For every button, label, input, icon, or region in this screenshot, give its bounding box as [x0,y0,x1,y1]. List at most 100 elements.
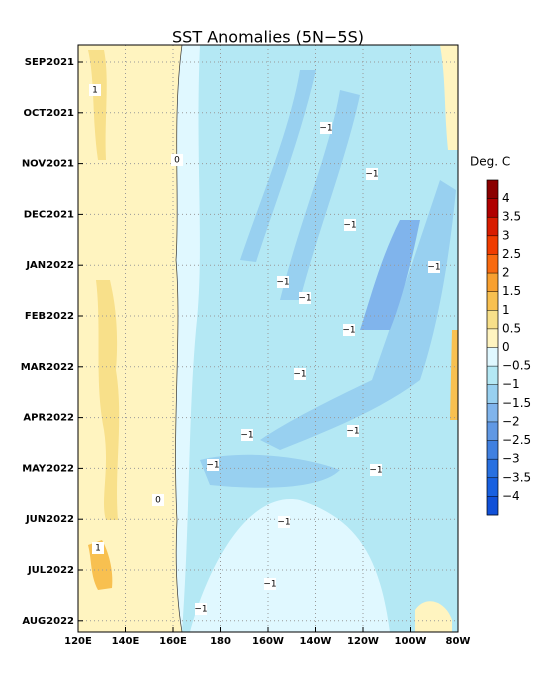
contour-label: −1 [263,580,276,590]
x-tick-label: 160E [159,636,187,647]
y-tick-label: APR2022 [23,413,74,424]
contour-label: −1 [342,326,355,336]
colorbar-label: −1 [502,377,520,391]
colorbar-label: 1.5 [502,284,521,298]
colorbar-label: −2 [502,414,520,428]
colorbar-swatch [487,273,498,292]
colorbar-swatch [487,403,498,423]
colorbar-label: 0.5 [502,321,521,335]
colorbar-swatch [487,384,498,404]
colorbar-label: −2.5 [502,433,531,447]
y-tick-label: NOV2021 [22,159,74,170]
contour-label-bg [347,425,359,437]
contour-label-bg [428,261,440,273]
contour-label: −1 [206,461,219,471]
contour-label: −1 [298,294,311,304]
contour-label-bg [294,368,306,380]
x-tick-label: 100W [395,636,427,647]
y-tick-label: JUL2022 [27,565,74,576]
colorbar-label: −3.5 [502,470,531,484]
y-tick-label: MAY2022 [22,463,74,474]
x-tick-label: 80W [446,636,471,647]
x-tick-label: 120E [64,636,92,647]
x-tick-label: 160W [252,636,284,647]
contour-label-bg [152,494,164,506]
colorbar-swatch [487,310,498,330]
colorbar-swatch [487,198,498,218]
colorbar-swatch [487,254,498,274]
colorbar-swatch [487,496,498,516]
contour-label-bg [343,324,355,336]
field-region [415,601,452,632]
x-tick-label: 140E [112,636,140,647]
field [77,44,458,633]
colorbar-swatch [487,477,498,497]
y-tick-label: JAN2022 [25,260,74,271]
colorbar-swatch [487,291,498,311]
field-region [77,44,183,633]
contour-label-bg [320,122,332,134]
contour-label: −1 [240,431,253,441]
colorbar-label: −1.5 [502,396,531,410]
contour-label: −1 [293,370,306,380]
contour-label: −1 [319,124,332,134]
field-region [440,45,458,150]
colorbar-swatch [487,421,498,441]
colorbar-swatch [487,217,498,237]
field-region [88,50,107,160]
y-tick-label: JUN2022 [25,514,74,525]
contour-label: −1 [277,518,290,528]
contour-label-bg [92,542,104,554]
contour-label: −1 [346,427,359,437]
contour-label: 1 [92,86,98,96]
colorbar-label: 0 [502,340,510,354]
contour-label-bg [89,84,101,96]
contour-label-bg [370,464,382,476]
contour-label-bg [344,219,356,231]
field-region [360,220,420,330]
colorbar-label: 4 [502,191,510,205]
colorbar-title: Deg. C [470,155,510,169]
field-region [96,280,120,520]
field-region [280,90,360,300]
y-tick-label: AUG2022 [22,616,74,627]
contour-label-bg [299,292,311,304]
x-tick-label: 180 [210,636,231,647]
colorbar-swatch [487,366,498,386]
colorbar-label: −3 [502,452,520,466]
contour-label-bg [366,168,378,180]
colorbar-label: 2.5 [502,247,521,261]
y-tick-label: MAR2022 [21,362,74,373]
y-tick-label: OCT2021 [24,108,75,119]
chart-title: SST Anomalies (5N−5S) [172,28,364,47]
contour-label-bg [195,603,207,615]
contour-label-bg [241,429,253,441]
contour-label-bg [277,276,289,288]
contour-label: 1 [95,544,101,554]
contour-label: −1 [276,278,289,288]
colorbar-label: 3 [502,228,510,242]
colorbar-swatch [487,347,498,367]
contour-label-bg [171,154,183,166]
colorbar-swatch [487,459,498,479]
colorbar-label: 3.5 [502,210,521,224]
contour-label-bg [264,578,276,590]
y-tick-label: FEB2022 [25,311,74,322]
colorbar-label: −0.5 [502,359,531,373]
field-region [200,454,340,488]
colorbar-swatch [487,328,498,348]
y-tick-label: DEC2021 [24,209,74,220]
field-region [450,330,458,420]
colorbar-swatch [487,235,498,255]
contour-label: 0 [155,496,161,506]
colorbar-label: 1 [502,303,510,317]
colorbar-label: 2 [502,266,510,280]
x-tick-label: 120W [347,636,379,647]
contour-label-bg [278,516,290,528]
x-tick-label: 140W [300,636,332,647]
colorbar-swatch [487,440,498,460]
colorbar-swatch [487,180,498,199]
contour-label: 0 [174,156,180,166]
contour-label-bg [207,459,219,471]
